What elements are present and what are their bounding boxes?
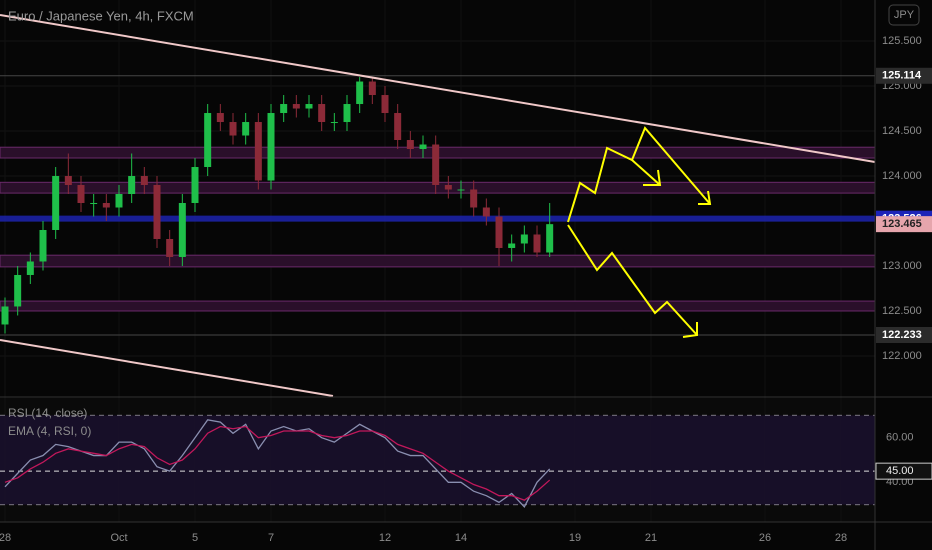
y-tick-label: 124.000 xyxy=(882,170,922,182)
candle-body xyxy=(482,207,490,217)
arrow-head xyxy=(682,322,698,338)
arrow-up-path xyxy=(567,126,711,223)
candle-body xyxy=(368,81,376,96)
price-label-box xyxy=(876,216,932,233)
candle-body xyxy=(330,122,338,124)
candle-body xyxy=(444,185,452,190)
candle-body xyxy=(191,167,199,203)
candle-body xyxy=(140,176,148,186)
candle-body xyxy=(267,113,275,181)
legend-ema: EMA (4, RSI, 0) xyxy=(8,424,91,438)
arrow-head xyxy=(643,169,662,186)
candle-body xyxy=(254,122,262,181)
x-tick-label: 7 xyxy=(268,532,274,544)
candle-body xyxy=(14,274,22,307)
candle-body xyxy=(546,224,554,253)
candle-body xyxy=(318,104,326,123)
candle-body xyxy=(470,189,478,208)
candle-body xyxy=(305,104,313,109)
y-tick-label: 122.000 xyxy=(882,350,922,362)
legend-rsi: RSI (14, close) xyxy=(8,406,87,420)
x-tick-label: 28 xyxy=(0,532,11,544)
candle-body xyxy=(153,185,161,239)
trend-line xyxy=(0,14,876,163)
candle-body xyxy=(52,176,60,230)
candle-body xyxy=(381,95,389,114)
zone xyxy=(0,300,876,312)
candle-body xyxy=(343,104,351,123)
x-tick-label: 14 xyxy=(455,532,467,544)
candle-body xyxy=(419,144,427,150)
x-tick-label: 19 xyxy=(569,532,581,544)
x-tick-label: Oct xyxy=(110,532,127,544)
candle-body xyxy=(292,104,300,109)
y-tick-label: 122.500 xyxy=(882,305,922,317)
price-label: 123.465 xyxy=(882,218,922,230)
candle-body xyxy=(533,234,541,253)
y-tick-label: 123.000 xyxy=(882,260,922,272)
candle-body xyxy=(457,189,465,191)
rsi-line xyxy=(4,425,551,501)
rsi-level-box xyxy=(875,462,932,480)
x-tick-label: 5 xyxy=(192,532,198,544)
candle-body xyxy=(1,306,9,325)
x-tick-label: 28 xyxy=(835,532,847,544)
candle-body xyxy=(77,185,85,203)
candle-body xyxy=(495,216,503,248)
price-label: 125.114 xyxy=(882,70,922,82)
candle-body xyxy=(128,176,136,195)
candle-body xyxy=(178,202,186,257)
candle-body xyxy=(280,104,288,114)
y2-tick-label: 60.00 xyxy=(886,432,914,444)
x-tick-label: 26 xyxy=(759,532,771,544)
candle-body xyxy=(394,113,402,141)
candle-body xyxy=(39,229,47,262)
candle-body xyxy=(90,202,98,204)
rsi-band-fill xyxy=(0,415,875,505)
currency-label[interactable]: JPY xyxy=(894,9,915,21)
candle-body xyxy=(166,238,174,257)
candle-body xyxy=(508,243,516,248)
candle-body xyxy=(64,176,72,186)
price-label-box xyxy=(876,67,932,84)
y-tick-label: 125.500 xyxy=(882,35,922,47)
rsi-level-label: 45.00 xyxy=(886,465,914,477)
arrow-down-path xyxy=(567,224,698,336)
candle-body xyxy=(242,122,250,136)
arrow-head xyxy=(698,190,712,205)
candle-body xyxy=(406,140,414,150)
x-tick-label: 21 xyxy=(645,532,657,544)
candle-body xyxy=(216,113,224,123)
candle-body xyxy=(102,202,110,208)
chart-title: Euro / Japanese Yen, 4h, FXCM xyxy=(8,8,194,23)
arrow-inner xyxy=(631,159,661,186)
price-label: 122.233 xyxy=(882,329,922,341)
candle-body xyxy=(115,194,123,208)
price-label-box xyxy=(876,327,932,344)
currency-button[interactable] xyxy=(888,4,920,26)
rsi-line xyxy=(4,419,551,508)
candle-body xyxy=(520,234,528,244)
candle-body xyxy=(204,113,212,168)
candle-body xyxy=(356,81,364,105)
candle-body xyxy=(229,122,237,136)
zone xyxy=(0,254,876,268)
trend-line xyxy=(0,339,334,397)
y-tick-label: 124.500 xyxy=(882,125,922,137)
projection-arrows xyxy=(567,126,712,338)
candle-body xyxy=(432,144,440,186)
x-tick-label: 12 xyxy=(379,532,391,544)
candle-body xyxy=(26,261,34,275)
